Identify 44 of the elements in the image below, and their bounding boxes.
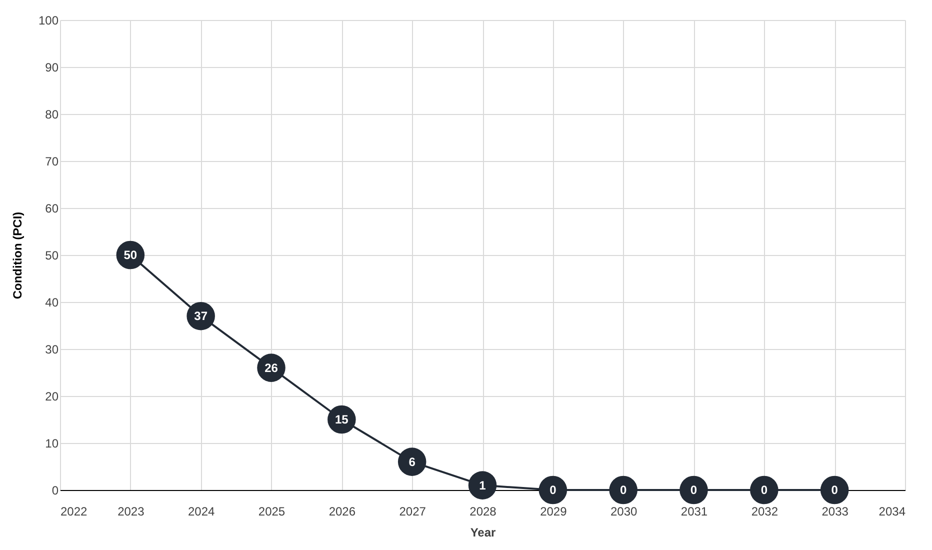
x-tick-label: 2024 (188, 504, 216, 518)
y-tick-label: 90 (45, 60, 59, 74)
y-axis-title: Condition (PCI) (10, 212, 24, 300)
x-tick-label: 2030 (610, 504, 638, 518)
y-tick-label: 10 (45, 436, 59, 450)
y-tick-label: 0 (52, 484, 59, 498)
data-label: 26 (264, 360, 278, 375)
x-tick-label: 2027 (399, 504, 426, 518)
y-tick-label: 80 (45, 108, 59, 122)
y-tick-label: 60 (45, 202, 59, 216)
x-tick-label: 2025 (258, 504, 286, 518)
x-tick-label: 2026 (328, 504, 356, 518)
point (609, 476, 638, 504)
point (680, 476, 708, 504)
data-label: 0 (690, 483, 698, 497)
data-label: 6 (408, 454, 416, 469)
x-tick-label: 2034 (878, 504, 906, 518)
data-label: 37 (194, 309, 208, 324)
x-tick-label: 2023 (118, 504, 145, 518)
point (398, 448, 426, 476)
y-tick-label: 50 (45, 248, 59, 262)
y-tick-label: 100 (38, 14, 59, 28)
point (538, 476, 568, 504)
point (820, 476, 849, 504)
x-tick-label: 2029 (540, 504, 568, 518)
data-label: 1 (479, 478, 486, 492)
x-axis-title: Year (470, 526, 496, 540)
y-tick-label: 40 (45, 296, 59, 310)
y-tick-label: 70 (45, 154, 59, 168)
y-tick-label: 30 (45, 342, 59, 356)
x-tick-label: 2028 (470, 504, 497, 518)
x-tick-label: 2033 (822, 504, 849, 518)
data-label: 0 (760, 483, 768, 497)
point (468, 471, 497, 500)
data-label: 15 (334, 412, 349, 426)
data-label: 0 (550, 483, 557, 497)
data-label: 0 (831, 483, 838, 497)
x-tick-label: 2022 (60, 504, 88, 518)
x-tick-label: 2032 (751, 504, 778, 518)
point (750, 476, 778, 504)
y-tick-label: 20 (45, 390, 59, 404)
x-tick-label: 2031 (680, 504, 708, 518)
data-label: 0 (620, 483, 627, 497)
data-label: 50 (124, 248, 138, 262)
